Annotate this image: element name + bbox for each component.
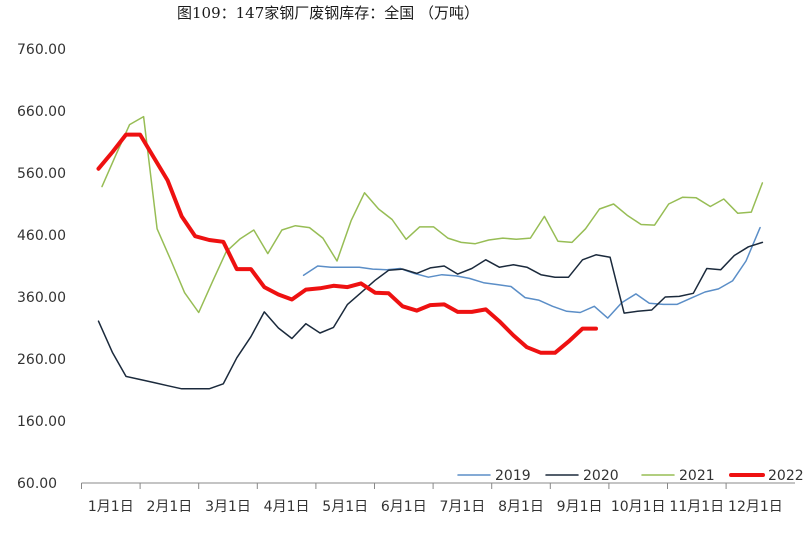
y-tick-label: 660.00: [17, 104, 66, 120]
y-tick-label: 60.00: [17, 476, 57, 492]
legend-label-2020: 2020: [583, 468, 619, 484]
x-tick-label: 1月1日: [88, 499, 134, 515]
x-tick-label: 11月1日: [669, 499, 724, 515]
legend-label-2022: 2022: [768, 468, 804, 484]
x-tick-label: 2月1日: [146, 499, 192, 515]
legend-label-2021: 2021: [679, 468, 715, 484]
y-tick-label: 360.00: [17, 290, 66, 306]
series-line-2020: [97, 241, 764, 390]
y-tick-label: 760.00: [17, 42, 66, 58]
y-tick-label: 560.00: [17, 166, 66, 182]
x-tick-label: 5月1日: [322, 499, 368, 515]
y-tick-label: 260.00: [17, 352, 66, 368]
x-tick-label: 12月1日: [728, 499, 783, 515]
x-tick-label: 4月1日: [264, 499, 310, 515]
chart-axes: [81, 482, 795, 489]
series-line-2022: [96, 132, 598, 355]
x-tick-label: 8月1日: [498, 499, 544, 515]
x-tick-label: 6月1日: [381, 499, 427, 515]
y-tick-label: 160.00: [17, 414, 66, 430]
y-axis-tick-labels: 60.00 160.00 260.00 360.00 460.00 560.00 660.0…: [17, 42, 66, 492]
legend-label-2019: 2019: [495, 468, 531, 484]
chart-title: 图109：147家钢厂废钢库存：全国 （万吨）: [177, 4, 480, 22]
series-line-2019: [302, 226, 761, 319]
series-line-2021: [101, 115, 764, 314]
x-axis-tick-labels: 1月1日 2月1日 3月1日 4月1日 5月1日 6月1日 7月1日 8月1日 9月1日 10月1…: [88, 499, 783, 515]
x-tick-label: 10月1日: [611, 499, 666, 515]
x-tick-label: 9月1日: [557, 499, 603, 515]
x-tick-label: 3月1日: [205, 499, 251, 515]
x-tick-label: 7月1日: [439, 499, 485, 515]
legend: 2019 2020 2021 2022: [457, 468, 804, 484]
series-lines: [96, 115, 764, 390]
y-tick-label: 460.00: [17, 228, 66, 244]
